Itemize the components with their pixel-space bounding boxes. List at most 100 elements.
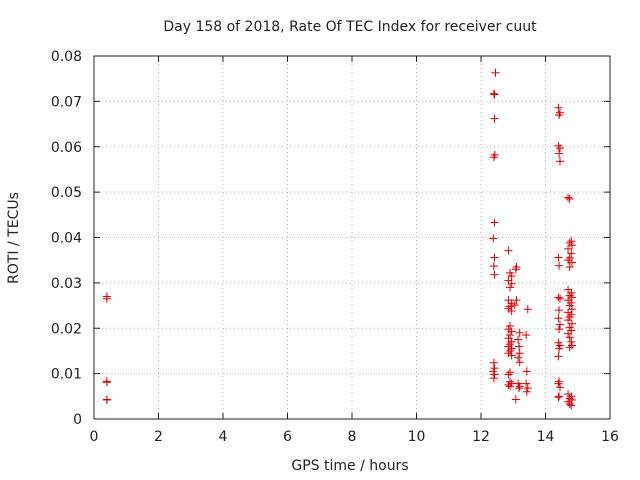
data-point — [506, 283, 515, 292]
data-point — [510, 301, 519, 310]
data-point — [511, 265, 520, 274]
x-tick-label: 4 — [219, 429, 228, 445]
x-tick-label: 6 — [283, 429, 292, 445]
y-tick-label: 0 — [73, 412, 82, 428]
data-point — [556, 383, 565, 392]
data-point — [554, 253, 563, 262]
data-point — [507, 279, 516, 288]
data-point — [564, 316, 573, 325]
data-point — [567, 258, 576, 267]
data-point — [489, 234, 498, 243]
y-tick-label: 0.04 — [51, 231, 82, 247]
data-point — [564, 193, 573, 202]
data-point — [555, 325, 564, 334]
data-points — [102, 68, 576, 410]
y-tick-label: 0.01 — [51, 367, 82, 383]
data-point — [522, 367, 531, 376]
data-point — [491, 68, 500, 77]
data-point — [504, 380, 513, 389]
data-point — [555, 392, 564, 401]
data-point — [522, 331, 531, 340]
data-point — [514, 353, 523, 362]
data-point — [555, 261, 564, 270]
axis-ticks: 0 2 4 6 8 10 12 14 16 0 0.01 0.02 0.03 0.04 0.05 0.06 0.… — [51, 49, 619, 445]
data-point — [507, 327, 516, 336]
data-point — [102, 294, 111, 303]
data-point — [489, 374, 498, 383]
data-point — [506, 268, 515, 277]
data-point — [556, 294, 565, 303]
data-point — [504, 296, 513, 305]
data-point — [554, 314, 563, 323]
y-tick-label: 0.08 — [51, 49, 82, 65]
x-tick-label: 2 — [154, 429, 163, 445]
data-point — [565, 323, 574, 332]
data-point — [490, 370, 499, 379]
data-point — [507, 272, 516, 281]
data-point — [523, 384, 532, 393]
data-point — [565, 262, 574, 271]
data-point — [567, 326, 576, 335]
data-point — [489, 153, 498, 162]
data-point — [490, 270, 499, 279]
data-point — [556, 157, 565, 166]
y-tick-label: 0.07 — [51, 94, 82, 110]
data-point — [555, 149, 564, 158]
data-point — [565, 194, 574, 203]
data-point — [565, 400, 574, 409]
data-point — [564, 285, 573, 294]
x-axis-label: GPS time / hours — [291, 458, 408, 474]
data-point — [506, 382, 515, 391]
data-point — [490, 218, 499, 227]
data-point — [564, 329, 573, 338]
x-tick-label: 12 — [472, 429, 490, 445]
data-point — [102, 378, 111, 387]
data-point — [554, 103, 563, 112]
data-point — [507, 351, 516, 360]
data-point — [512, 296, 521, 305]
x-tick-label: 0 — [90, 429, 99, 445]
data-point — [567, 337, 576, 346]
data-point — [490, 253, 499, 262]
data-point — [556, 341, 565, 350]
data-point — [565, 333, 574, 342]
data-point — [554, 293, 563, 302]
data-point — [507, 299, 516, 308]
data-point — [511, 395, 520, 404]
data-point — [515, 328, 524, 337]
data-point — [102, 395, 111, 404]
data-point — [504, 334, 513, 343]
data-point — [490, 90, 499, 99]
data-point — [506, 321, 515, 330]
data-point — [567, 241, 576, 250]
data-point — [554, 379, 563, 388]
data-point — [489, 367, 498, 376]
data-point — [564, 244, 573, 253]
data-point — [515, 349, 524, 358]
data-point — [555, 110, 564, 119]
y-tick-label: 0.05 — [51, 185, 82, 201]
data-point — [556, 144, 565, 153]
data-point — [565, 343, 574, 352]
data-point — [554, 352, 563, 361]
data-point — [565, 312, 574, 321]
y-tick-label: 0.06 — [51, 140, 82, 156]
data-point — [555, 344, 564, 353]
grid-lines — [94, 56, 610, 419]
data-point — [555, 306, 564, 315]
data-point — [507, 307, 516, 316]
data-point — [489, 89, 498, 98]
data-point — [567, 395, 576, 404]
data-point — [554, 393, 563, 402]
data-point — [506, 331, 515, 340]
data-point — [504, 276, 513, 285]
y-tick-label: 0.03 — [51, 276, 82, 292]
data-point — [515, 382, 524, 391]
x-tick-label: 16 — [601, 429, 619, 445]
data-point — [489, 262, 498, 271]
chart-title: Day 158 of 2018, Rate Of TEC Index for r… — [163, 19, 537, 35]
data-point — [567, 305, 576, 314]
x-tick-label: 10 — [408, 429, 426, 445]
